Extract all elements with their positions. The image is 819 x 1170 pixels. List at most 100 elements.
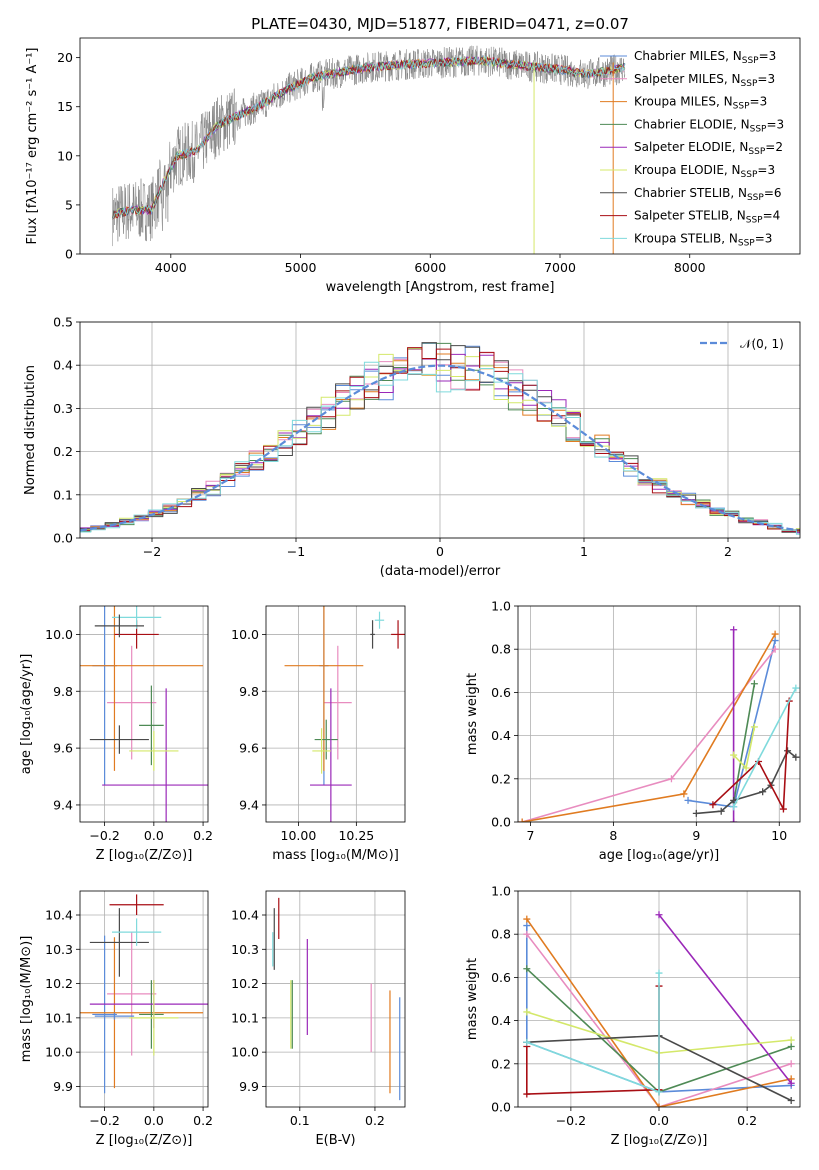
plot-area (284, 606, 405, 822)
y-tick-label: 0.0 (53, 531, 73, 546)
series-marker (655, 1088, 663, 1096)
y-tick-label: 0.8 (491, 927, 511, 942)
axes-frame (265, 890, 406, 1108)
x-tick-label: 0.0 (144, 1113, 164, 1128)
errorbar-point (109, 894, 164, 915)
y-tick-label: 9.9 (53, 1079, 73, 1094)
y-tick-label: 10.4 (45, 908, 73, 923)
grid (518, 605, 800, 823)
series-marker (730, 818, 738, 822)
series-marker (771, 630, 779, 638)
legend-label: Kroupa STELIB, NSSP=3 (634, 231, 772, 248)
legend-label: Salpeter STELIB, NSSP=4 (634, 209, 780, 226)
y-tick-label: 0.5 (53, 315, 73, 330)
plot-area (80, 606, 208, 822)
errorbar-point (314, 719, 338, 760)
series-marker (787, 1097, 795, 1105)
legend-label: Chabrier ELODIE, NSSP=3 (634, 117, 784, 134)
plot-area (523, 911, 795, 1107)
y-tick-label: 0.4 (53, 358, 73, 373)
y-tick-label: 10.0 (231, 1045, 259, 1060)
x-axis-label: (data-model)/error (380, 564, 501, 579)
errorbar-point (370, 620, 375, 649)
histogram-chabrier-elodie (80, 342, 800, 532)
y-axis-label: mass weight (465, 673, 480, 755)
series-marker (787, 1036, 795, 1044)
series-marker (655, 969, 663, 977)
x-tick-label: 0.2 (193, 828, 213, 843)
errorbar-point (374, 611, 385, 629)
legend-label: Chabrier MILES, NSSP=3 (634, 49, 776, 66)
axes-frame (79, 890, 209, 1108)
y-tick-label: 20 (57, 50, 73, 65)
x-tick-label: 0.2 (193, 1113, 213, 1128)
errorbar-point (112, 606, 162, 629)
x-axis-label: wavelength [Angstrom, rest frame] (326, 280, 555, 295)
series-marker (523, 915, 531, 923)
errorbar-point (323, 645, 352, 760)
y-tick-label: 0.4 (491, 728, 511, 743)
x-tick-label: 10.25 (338, 828, 374, 843)
series-marker (784, 747, 792, 755)
errorbar-point (312, 728, 331, 774)
model-spectrum-kroupa-stelib (112, 55, 626, 220)
y-tick-label: 0.3 (53, 401, 73, 416)
series-marker (709, 801, 717, 809)
y-tick-label: 1.0 (491, 884, 511, 899)
legend: Chabrier MILES, NSSP=3 Salpeter MILES, NS… (600, 49, 784, 248)
errorbar-point (139, 685, 164, 766)
series-marker (523, 922, 531, 930)
x-tick-label: 0.1 (290, 1113, 310, 1128)
x-tick-label: −0.2 (89, 1113, 119, 1128)
series-marker (787, 1079, 795, 1087)
series-marker (680, 790, 688, 798)
x-tick-label: 9 (692, 828, 700, 843)
series-marker (779, 805, 787, 813)
axes-weight_vs_Z: −0.2 0.0 0.2 0.0 0.2 0.4 0.6 0.8 1.0 Z [log₁₀(Z/Z… (465, 884, 801, 1148)
errorbar-point (94, 1012, 135, 1020)
y-tick-label: 10.0 (45, 627, 73, 642)
errorbar-point (102, 688, 208, 822)
chart-title: PLATE=0430, MJD=51877, FIBERID=0471, z=0… (251, 15, 629, 33)
series-marker (771, 637, 779, 645)
x-tick-label: 0.0 (144, 828, 164, 843)
grid (80, 891, 208, 1107)
histogram-kroupa-stelib (80, 361, 800, 535)
axes-frame (79, 321, 801, 539)
series-marker (771, 645, 779, 653)
model-spectrum-kroupa-miles (112, 55, 626, 220)
series-marker (523, 1090, 531, 1098)
series-marker (730, 626, 738, 634)
x-tick-label: 0.0 (649, 1113, 669, 1128)
normal-curve (80, 364, 798, 532)
axes-age_vs_Z: −0.2 0.0 0.2 9.4 9.6 9.8 10.0 Z [log₁₀(Z/Z⊙)] ag… (19, 605, 213, 863)
errorbar-point (94, 614, 144, 638)
axes-frame (79, 605, 209, 823)
plot-area (80, 342, 800, 535)
y-axis-label: mass weight (465, 958, 480, 1040)
x-axis-label: Z [log₁₀(Z/Z⊙)] (611, 1133, 708, 1148)
x-tick-label: −2 (143, 544, 161, 559)
x-tick-label: 1 (580, 544, 588, 559)
errorbar-point (284, 606, 364, 771)
model-spectrum-salpeter-miles (112, 56, 626, 220)
series-marker (742, 764, 750, 772)
y-tick-label: 10.2 (231, 976, 259, 991)
y-tick-label: 0.8 (491, 642, 511, 657)
series-marker (730, 803, 738, 811)
legend-label: Kroupa MILES, NSSP=3 (634, 95, 767, 112)
y-tick-label: 0.6 (491, 970, 511, 985)
legend-label: Salpeter MILES, NSSP=3 (634, 72, 775, 89)
errorbar-point (89, 725, 149, 754)
errorbar-point (112, 918, 162, 946)
y-tick-label: 10.1 (231, 1010, 259, 1025)
series-marker (523, 965, 531, 973)
errorbar-point (107, 932, 157, 1056)
axes-mass_vs_ebv: 0.1 0.2 9.9 10.0 10.1 10.2 10.3 10.4 E(B-V) (231, 890, 406, 1148)
y-tick-label: 10.0 (231, 627, 259, 642)
model-spectrum-chabrier-stelib (112, 56, 625, 220)
series-marker (730, 751, 738, 759)
grid (80, 606, 208, 822)
x-axis-label: mass [log₁₀(M/M⊙)] (272, 848, 399, 863)
